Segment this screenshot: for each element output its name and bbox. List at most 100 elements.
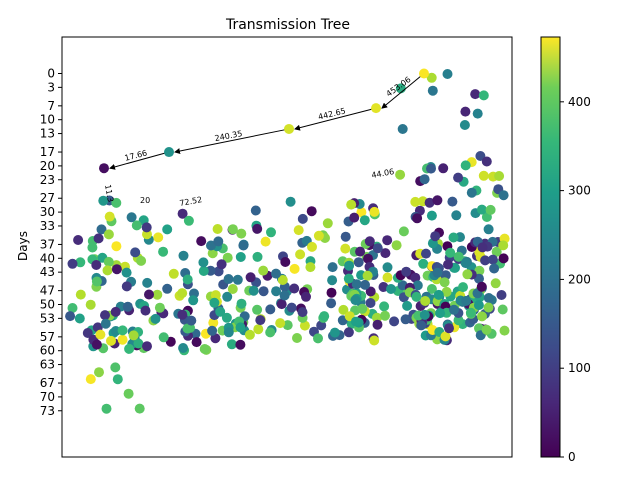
data-point	[329, 327, 340, 338]
data-point	[142, 341, 152, 352]
data-point	[340, 231, 351, 242]
data-point	[168, 268, 179, 279]
data-point	[412, 280, 423, 291]
data-point	[440, 331, 451, 342]
data-point	[131, 220, 142, 231]
transmission-edge	[381, 73, 425, 109]
data-point	[112, 374, 123, 385]
data-point	[286, 302, 297, 313]
data-point	[326, 298, 337, 309]
data-point	[480, 255, 491, 266]
data-point	[207, 325, 218, 336]
data-point	[346, 199, 357, 210]
data-point	[215, 306, 226, 317]
data-point	[433, 289, 444, 300]
data-point	[306, 206, 317, 217]
data-point	[401, 266, 412, 277]
data-point	[188, 295, 199, 306]
data-point	[252, 304, 263, 315]
data-point	[453, 251, 464, 262]
data-point	[389, 316, 400, 327]
data-point	[327, 275, 338, 286]
data-point	[460, 106, 471, 117]
data-point	[380, 248, 391, 259]
transmission-edge	[174, 128, 290, 154]
data-point	[326, 287, 337, 298]
data-point	[141, 222, 152, 233]
data-point	[255, 315, 266, 326]
data-point	[235, 322, 246, 333]
data-point	[136, 255, 147, 266]
data-point	[162, 283, 173, 294]
data-point	[117, 325, 128, 336]
data-point	[301, 291, 311, 302]
data-point	[210, 290, 221, 301]
data-point	[305, 262, 316, 273]
data-point	[271, 286, 282, 297]
data-point	[496, 290, 507, 300]
y-tick-label: 47	[40, 284, 55, 298]
data-point	[235, 339, 246, 350]
data-point	[460, 160, 471, 171]
y-tick-label: 53	[40, 311, 55, 325]
data-point	[398, 226, 409, 237]
data-point	[340, 243, 351, 254]
data-point	[124, 343, 135, 354]
data-point	[222, 291, 233, 302]
data-point	[462, 269, 473, 280]
data-point	[111, 197, 122, 208]
data-point	[91, 339, 102, 350]
data-point	[443, 259, 453, 270]
data-point	[260, 236, 271, 247]
data-point	[363, 253, 373, 264]
data-point	[489, 263, 500, 274]
data-point	[349, 212, 360, 223]
data-point	[227, 284, 238, 294]
data-point	[292, 333, 302, 343]
data-point	[258, 286, 269, 297]
data-point	[416, 320, 427, 331]
y-tick-label: 63	[40, 358, 55, 372]
data-point	[121, 281, 132, 292]
tree-node	[99, 163, 109, 174]
data-point	[382, 235, 393, 246]
data-point	[372, 319, 383, 330]
tree-node	[164, 147, 174, 158]
transmission-edge	[294, 107, 377, 131]
colorbar: 0 100 200 300 400	[540, 36, 591, 464]
data-point	[238, 240, 249, 251]
data-point	[478, 170, 489, 181]
data-point	[186, 315, 197, 326]
data-point	[313, 333, 323, 344]
data-point	[196, 236, 207, 247]
y-tick-label: 17	[40, 145, 55, 159]
data-point	[103, 229, 114, 240]
data-point	[95, 329, 106, 340]
data-point	[351, 279, 362, 290]
data-point	[435, 308, 446, 319]
data-point	[216, 259, 227, 270]
data-point	[411, 291, 422, 302]
data-point	[451, 210, 462, 221]
data-point	[85, 299, 96, 310]
tree-node	[371, 103, 381, 114]
data-point	[158, 332, 169, 343]
data-point	[481, 156, 492, 167]
data-point	[142, 277, 153, 288]
data-point	[497, 304, 508, 315]
data-point	[279, 290, 290, 301]
data-point	[365, 298, 376, 308]
y-tick-label: 60	[40, 344, 55, 358]
data-point	[248, 285, 259, 296]
data-point	[91, 276, 102, 287]
data-point	[285, 196, 296, 207]
data-point	[419, 174, 430, 185]
data-point	[101, 403, 112, 414]
data-point	[252, 223, 263, 234]
y-tick-label: 13	[40, 127, 55, 141]
data-point	[94, 367, 104, 378]
data-point	[82, 328, 93, 338]
data-point	[364, 236, 375, 247]
data-point	[154, 302, 165, 313]
data-point	[140, 305, 151, 316]
